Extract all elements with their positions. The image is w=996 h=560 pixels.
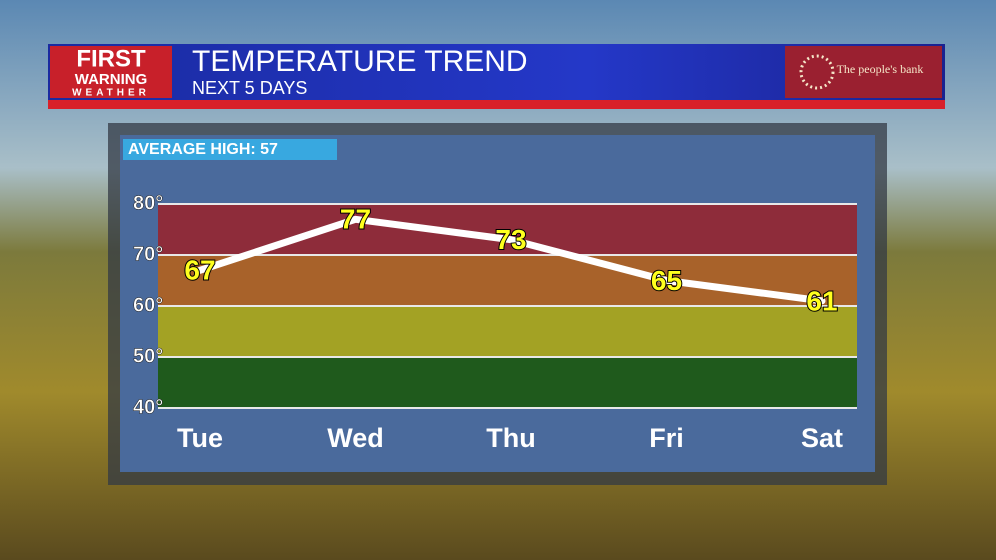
- sponsor-box: [785, 46, 942, 98]
- logo-text: WARNING: [75, 71, 148, 88]
- value-label: 65: [651, 265, 682, 296]
- y-tick-label: 80°: [133, 192, 163, 214]
- title: TEMPERATURE TREND: [192, 45, 528, 78]
- value-label: 67: [184, 255, 215, 286]
- band: [158, 255, 857, 306]
- x-tick-label: Wed: [327, 423, 384, 453]
- annotation: AVERAGE HIGH: 57: [128, 141, 278, 158]
- y-tick-label: 60°: [133, 294, 163, 316]
- line: [196, 215, 826, 305]
- sponsor-text: The people's bank: [837, 62, 924, 76]
- logo-box: [50, 46, 172, 98]
- sponsor-icon: [799, 54, 835, 90]
- logo-text: FIRST: [76, 45, 146, 72]
- y-tick-label: 40°: [133, 396, 163, 418]
- x-tick-label: Sat: [801, 423, 843, 453]
- value-label: 77: [340, 204, 371, 235]
- x-tick-label: Thu: [486, 423, 535, 453]
- y-tick-label: 50°: [133, 345, 163, 367]
- band: [158, 306, 857, 357]
- annotation-box: [123, 139, 337, 160]
- x-tick-label: Tue: [177, 423, 223, 453]
- y-tick-label: 70°: [133, 243, 163, 265]
- header-stripe: [48, 100, 945, 109]
- logo-text: WEATHER: [72, 88, 150, 99]
- band: [158, 357, 857, 408]
- value-label: 73: [495, 224, 526, 255]
- subtitle: NEXT 5 DAYS: [192, 78, 307, 98]
- x-tick-label: Fri: [649, 423, 684, 453]
- value-label: 61: [806, 285, 837, 316]
